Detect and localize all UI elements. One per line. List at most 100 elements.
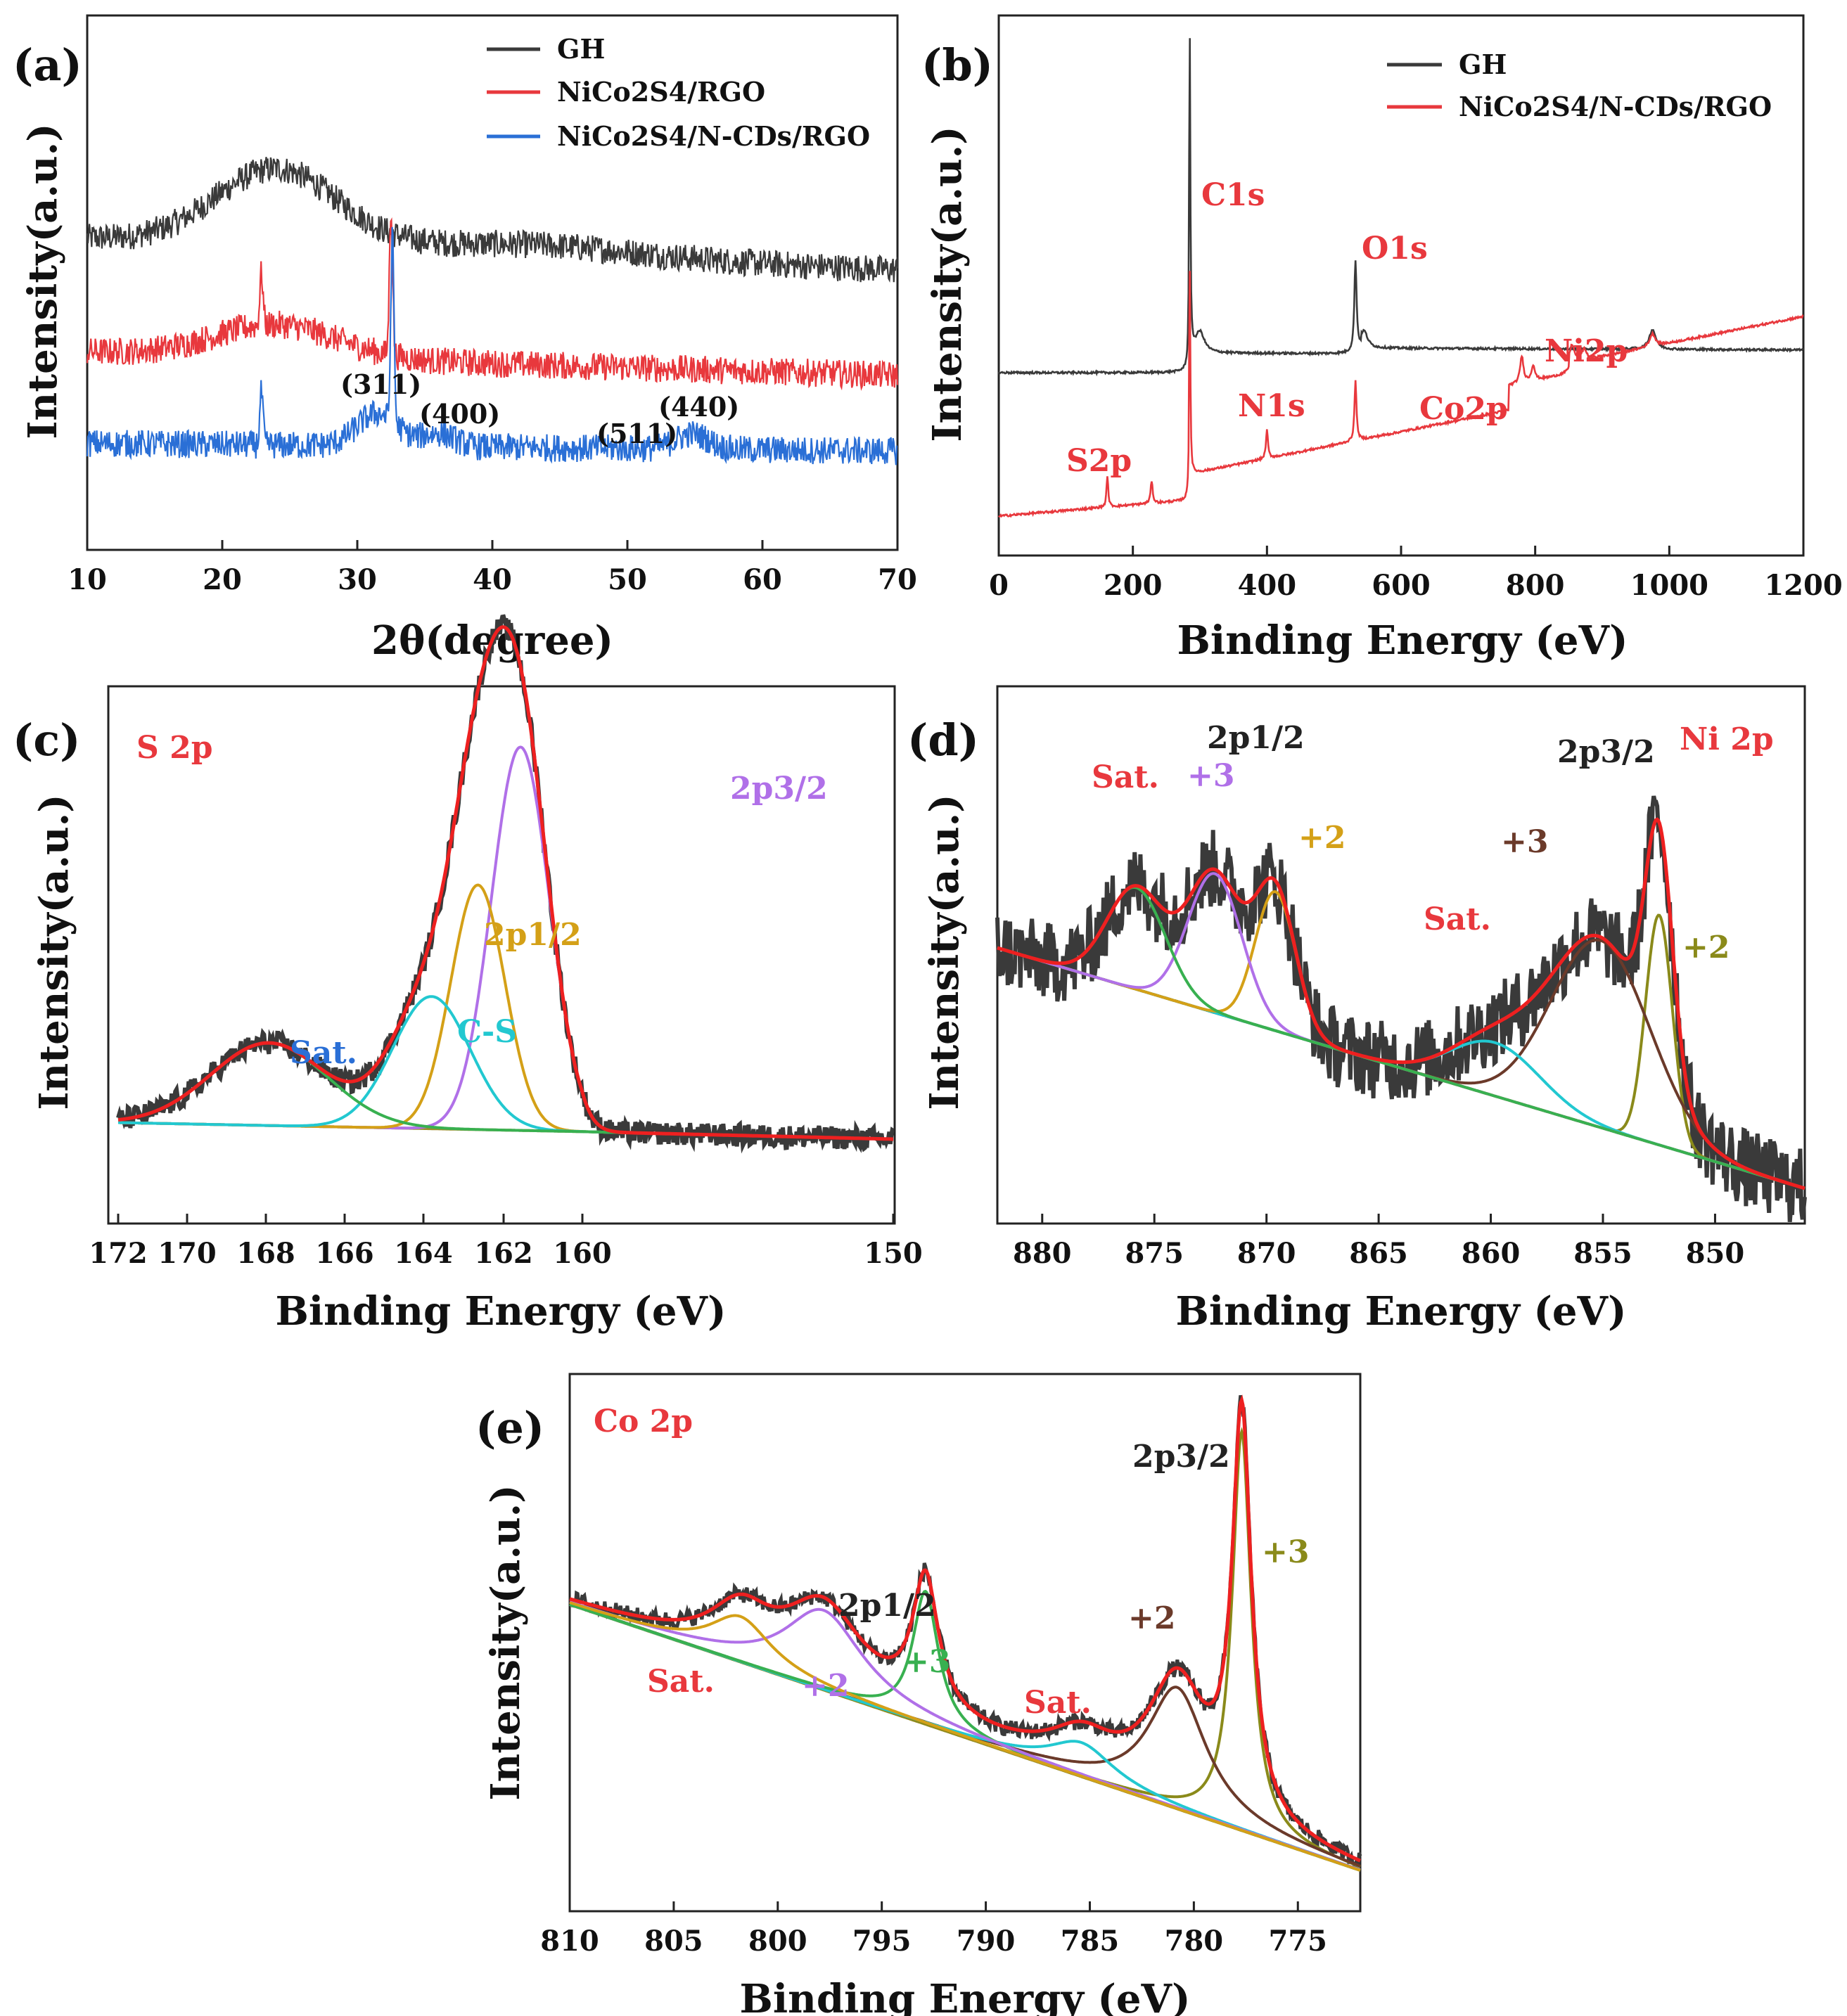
panel-b-xtick-label-1000: 1000	[1630, 569, 1708, 602]
panel-a-xtick-label-20: 20	[203, 563, 242, 596]
panel-c-plot	[116, 614, 895, 1154]
annot-d-plus3b: +3	[1501, 824, 1548, 860]
annot-d-plus3a: +3	[1187, 758, 1234, 794]
panel-e-xlabel: Binding Energy (eV)	[740, 1976, 1191, 2016]
panel-c-xtick-label-170: 170	[158, 1237, 217, 1270]
survey-series-0	[997, 38, 1804, 377]
panel-a-xtick-label-60: 60	[743, 563, 782, 596]
annot-e-2p12: 2p1/2	[838, 1588, 936, 1624]
panel-d-letter: (d)	[907, 714, 979, 766]
annot-n1s: N1s	[1238, 388, 1305, 424]
panel-b-xtick-label-400: 400	[1238, 569, 1297, 602]
annot-e-plus3b: +3	[1262, 1534, 1309, 1570]
annot-c-2p12: 2p1/2	[484, 917, 582, 953]
annot-d-plus2b: +2	[1682, 930, 1730, 965]
panel-c-ylabel: Intensity(a.u.)	[31, 794, 77, 1110]
panel-d-plot	[995, 795, 1807, 1223]
panel-e-xtick-label-810: 810	[540, 1925, 599, 1958]
panel-a-ticks: 10 20 30 40 50 60 70	[68, 540, 917, 596]
annot-c-2p32: 2p3/2	[730, 771, 828, 807]
legend-label-nico2s4-ncds-rgo: NiCo2S4/N-CDs/RGO	[557, 120, 870, 152]
annot-440: (440)	[658, 391, 739, 423]
panel-d-ticks: 880 875 870 865 860 855 850	[1013, 1214, 1744, 1270]
panel-b-xtick-label-1200: 1200	[1764, 569, 1842, 602]
panel-c-xtick-label-166: 166	[315, 1237, 374, 1270]
panel-b-plot	[997, 38, 1804, 518]
annot-e-plus2a: +2	[802, 1668, 849, 1704]
panel-a-xtick-label-40: 40	[473, 563, 512, 596]
panel-c: 172 170 168 166 164 162 160 150 (c) S 2p Bindin…	[13, 614, 923, 1335]
annot-c-2p12-text: 2p1/2	[484, 917, 582, 953]
annot-511: (511)	[596, 418, 677, 449]
annot-c1s: C1s	[1201, 177, 1265, 213]
panel-d-xtick-label-880: 880	[1013, 1237, 1072, 1270]
annot-311: (311)	[340, 368, 421, 400]
annot-c-2p32-text: 2p3/2	[730, 771, 828, 807]
panel-d-xlabel: Binding Energy (eV)	[1176, 1288, 1627, 1335]
panel-b-xtick-label-600: 600	[1372, 569, 1431, 602]
panel-c-xlabel: Binding Energy (eV)	[276, 1288, 727, 1335]
panel-c-xtick-label-164: 164	[394, 1237, 453, 1270]
annot-s2p: S2p	[1066, 443, 1132, 479]
panel-b-ylabel: Intensity(a.u.)	[924, 126, 971, 442]
annot-c-sat: Sat.	[290, 1035, 357, 1071]
panel-a-legend: GH NiCo2S4/RGO NiCo2S4/N-CDs/RGO	[487, 33, 870, 152]
panel-e-xtick-label-800: 800	[748, 1925, 807, 1958]
panel-c-xtick-label-172: 172	[89, 1237, 148, 1270]
panel-c-letter: (c)	[13, 714, 80, 766]
panel-b: 0 200 400 600 800 1000 1200 (b) Binding Energy…	[921, 14, 1843, 664]
panel-d-xtick-label-865: 865	[1349, 1237, 1408, 1270]
annot-e-sat1: Sat.	[647, 1664, 715, 1700]
panel-e-ylabel: Intensity(a.u.)	[482, 1484, 529, 1800]
panel-d-xtick-label-855: 855	[1573, 1237, 1632, 1270]
panel-e-xtick-label-775: 775	[1269, 1925, 1328, 1958]
annot-400: (400)	[419, 398, 500, 430]
annot-e-plus2b: +2	[1128, 1600, 1175, 1636]
panel-d-xtick-label-850: 850	[1686, 1237, 1745, 1270]
panel-c-xtick-label-160: 160	[553, 1237, 612, 1270]
xrd-series-0	[86, 157, 899, 283]
panel-c-title: S 2p	[136, 730, 212, 766]
panel-e-title: Co 2p	[594, 1404, 693, 1439]
legend-label-gh-b: GH	[1459, 49, 1507, 80]
annot-ni2p: Ni2p	[1545, 333, 1628, 369]
annot-co2p: Co2p	[1419, 391, 1508, 427]
panel-c-xtick-label-150: 150	[864, 1237, 923, 1270]
panel-d-xtick-label-860: 860	[1462, 1237, 1521, 1270]
annot-d-plus2a: +2	[1298, 820, 1346, 856]
annot-d-2p12: 2p1/2	[1207, 720, 1305, 756]
panel-e-plot	[569, 1394, 1362, 1872]
panel-a-xtick-label-70: 70	[878, 563, 917, 596]
panel-b-legend: GH NiCo2S4/N-CDs/RGO	[1387, 49, 1772, 122]
panel-d-ylabel: Intensity(a.u.)	[921, 794, 968, 1110]
panel-a-ylabel: Intensity(a.u.)	[20, 123, 66, 439]
panel-b-ticks: 0 200 400 600 800 1000 1200	[989, 546, 1843, 602]
component-5	[569, 1601, 1361, 1872]
annot-e-plus3a: +3	[903, 1644, 950, 1680]
panel-a: 10 20 30 40 50 60 70 (a) 2θ(degree) Intensity(…	[13, 14, 917, 664]
legend-label-nico2s4-ncds-rgo-b: NiCo2S4/N-CDs/RGO	[1459, 91, 1772, 122]
legend-label-nico2s4-rgo: NiCo2S4/RGO	[557, 76, 765, 108]
panel-a-xtick-label-10: 10	[68, 563, 107, 596]
annot-c-cs: C-S	[457, 1014, 517, 1050]
panel-c-ticks: 172 170 168 166 164 162 160 150	[89, 1214, 923, 1270]
annot-o1s: O1s	[1362, 231, 1428, 267]
panel-d-title: Ni 2p	[1680, 721, 1774, 757]
panel-a-letter: (a)	[13, 39, 82, 91]
panel-e-xtick-label-805: 805	[644, 1925, 703, 1958]
panel-c-xtick-label-162: 162	[474, 1237, 533, 1270]
legend-label-gh: GH	[557, 33, 605, 65]
panel-d-xtick-label-875: 875	[1125, 1237, 1184, 1270]
panel-e-xtick-label-780: 780	[1165, 1925, 1224, 1958]
panel-b-xtick-label-0: 0	[989, 569, 1009, 602]
fit-envelope	[117, 625, 893, 1141]
panel-d: 880 875 870 865 860 855 850 (d) Ni 2p Binding …	[907, 685, 1807, 1335]
annot-e-sat2: Sat.	[1024, 1685, 1092, 1721]
panel-a-plot	[86, 157, 899, 466]
annot-d-2p32: 2p3/2	[1557, 734, 1655, 770]
xrd-series-1	[86, 217, 899, 391]
panel-b-xtick-label-800: 800	[1506, 569, 1565, 602]
panel-a-xtick-label-30: 30	[338, 563, 377, 596]
panel-b-letter: (b)	[921, 39, 993, 91]
